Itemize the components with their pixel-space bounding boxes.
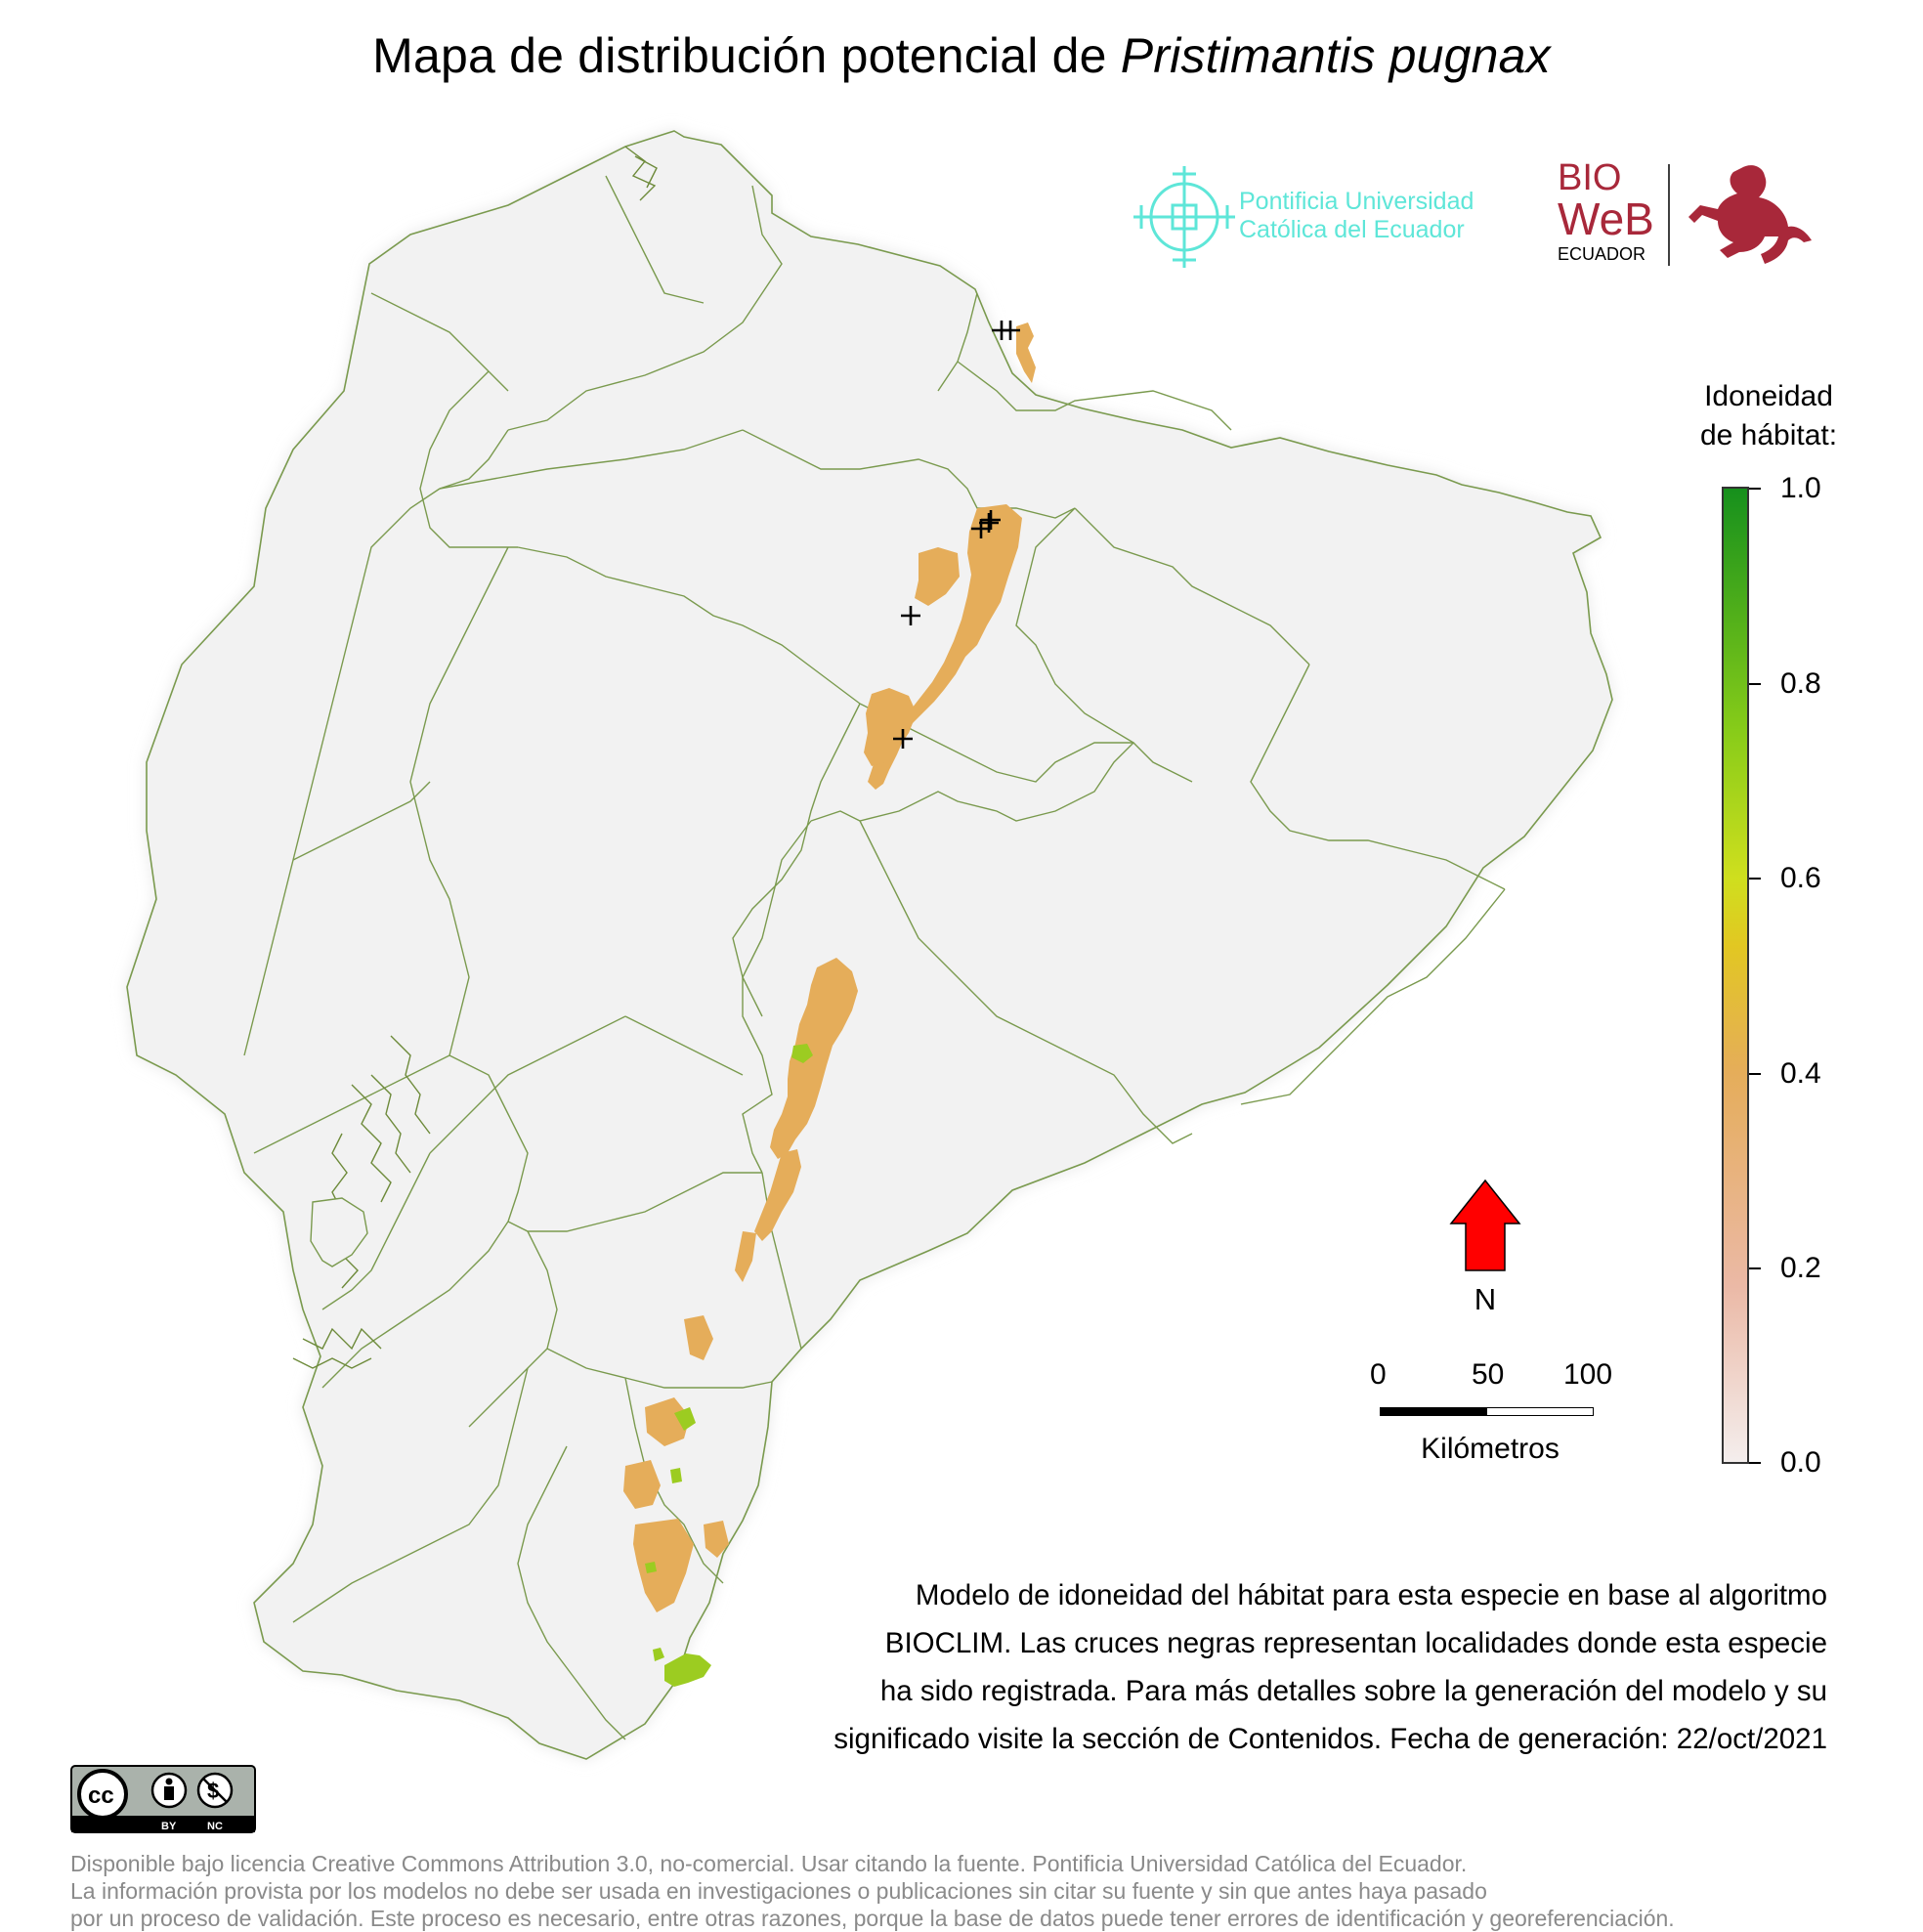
frog-icon [1688, 165, 1812, 264]
suitability-patch-south-4 [623, 1460, 661, 1509]
occurrence-cross [981, 510, 1001, 530]
suitability-patch-south-2 [684, 1315, 713, 1360]
legend-tick-mark [1749, 488, 1761, 490]
footer-line: La información provista por los modelos … [70, 1878, 1487, 1904]
suitability-patch-high-south-e [645, 1562, 657, 1573]
bioweb-logo: BIO WeB ECUADOR [1558, 157, 1812, 266]
model-description: Modelo de idoneidad del hábitat para est… [684, 1571, 1827, 1763]
occurrence-cross [979, 513, 999, 533]
suitability-patch-high-south-a [674, 1407, 696, 1431]
province-boundaries [243, 175, 1506, 1740]
suitability-patch-high-south-c [664, 1653, 711, 1687]
suitability-patch-central [770, 958, 858, 1159]
puce-name-line2: Católica del Ecuador [1239, 216, 1465, 243]
bioweb-bottom-text: ECUADOR [1558, 244, 1645, 264]
legend-tick-mark [1749, 878, 1761, 880]
legend-title-line2: de hábitat: [1699, 419, 1838, 451]
suitability-patch-north [1016, 322, 1036, 383]
suitability-patch-south-5 [633, 1519, 694, 1612]
occurrence-markers [893, 321, 1020, 749]
footer-line: por un proceso de validación. Este proce… [70, 1906, 1675, 1931]
puce-name-line1: Pontificia Universidad [1239, 188, 1474, 215]
legend-tick-mark [1749, 683, 1761, 685]
title-prefix: Mapa de distribución potencial de [372, 28, 1121, 83]
license-footer: Disponible bajo licencia Creative Common… [70, 1850, 1675, 1932]
svg-text:$: $ [207, 1779, 219, 1803]
suitability-patch-south-3 [645, 1397, 690, 1446]
legend-tick-label: 0.4 [1780, 1057, 1821, 1090]
occurrence-cross [893, 729, 913, 749]
north-label: N [1474, 1282, 1497, 1316]
legend-tick-label: 1.0 [1780, 472, 1821, 504]
legend-tick-label: 0.8 [1780, 667, 1821, 700]
legend-color-bar [1722, 487, 1749, 1464]
scale-label-100: 100 [1563, 1358, 1613, 1391]
north-arrow [1449, 1179, 1521, 1271]
cc-icon [77, 1769, 128, 1820]
legend-tick-mark [1749, 1267, 1761, 1269]
suitability-high [645, 1044, 813, 1687]
suitability-patch-south-1 [735, 1231, 756, 1282]
bioweb-top-text: BIO [1558, 157, 1621, 198]
suitability-patch-high-central [791, 1044, 813, 1063]
legend-title-line1: Idoneidad [1704, 380, 1833, 412]
scale-bar-white-segment [1486, 1407, 1594, 1416]
legend-title: Idoneidad de hábitat: [1651, 377, 1886, 455]
description-line: BIOCLIM. Las cruces negras representan l… [884, 1627, 1827, 1659]
legend-tick-label: 0.2 [1780, 1252, 1821, 1284]
scale-unit: Kilómetros [1421, 1433, 1560, 1465]
occurrence-cross [1001, 321, 1020, 340]
suitability-patch-central-2 [754, 1149, 801, 1241]
title-species: Pristimantis pugnax [1120, 28, 1551, 83]
cc-license-badge: cc $ BY NC [70, 1765, 256, 1833]
legend-tick-mark [1749, 1462, 1761, 1464]
suitability-patch-high-south-d [653, 1648, 664, 1661]
legend-tick-mark [1749, 1073, 1761, 1075]
scale-label-50: 50 [1472, 1358, 1505, 1391]
suitability-patch-carchi-west [915, 547, 960, 606]
suitability-patch-south-6 [704, 1521, 729, 1558]
legend-tick-label: 0.6 [1780, 862, 1821, 894]
cc-by-label: BY [161, 1821, 177, 1832]
footer-line: Disponible bajo licencia Creative Common… [70, 1851, 1468, 1876]
suitability-patch-high-south-b [670, 1468, 682, 1483]
description-line: ha sido registrada. Para más detalles so… [879, 1675, 1827, 1707]
bioweb-mid-text: WeB [1558, 193, 1654, 244]
legend-tick-label: 0.0 [1780, 1446, 1821, 1479]
puce-name: Pontificia Universidad Católica del Ecua… [1239, 188, 1474, 244]
scale-bar-black-segment [1380, 1407, 1486, 1416]
description-line: Modelo de idoneidad del hábitat para est… [915, 1579, 1827, 1611]
description-line: significado visite la sección de Conteni… [833, 1723, 1827, 1755]
scale-label-0: 0 [1370, 1358, 1387, 1391]
svg-text:cc: cc [88, 1782, 114, 1809]
suitability-patch-pichincha [864, 688, 917, 766]
country-outline [126, 130, 1613, 1760]
page-title: Mapa de distribución potencial de Pristi… [0, 27, 1923, 84]
suitability-layer [623, 322, 1036, 1612]
occurrence-cross [901, 606, 920, 625]
puna-island [310, 1197, 368, 1267]
cc-nc-label: NC [207, 1821, 223, 1832]
puce-logo [1133, 166, 1235, 268]
